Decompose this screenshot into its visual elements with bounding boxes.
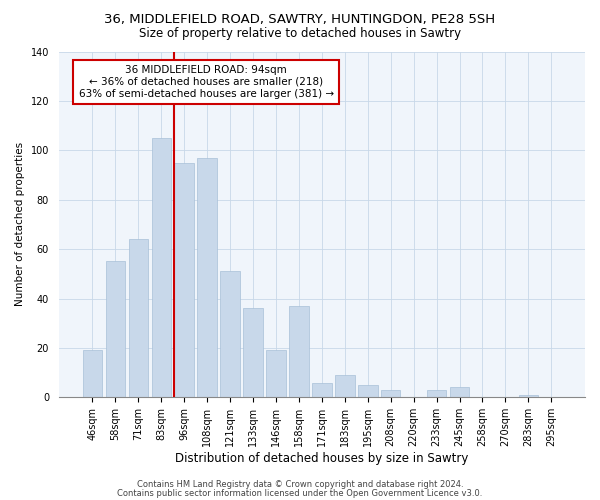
Bar — [335, 375, 355, 398]
Bar — [197, 158, 217, 398]
Bar — [266, 350, 286, 398]
Bar — [518, 395, 538, 398]
Y-axis label: Number of detached properties: Number of detached properties — [15, 142, 25, 306]
Bar — [450, 388, 469, 398]
Bar — [289, 306, 308, 398]
Text: Contains public sector information licensed under the Open Government Licence v3: Contains public sector information licen… — [118, 488, 482, 498]
Bar — [220, 272, 240, 398]
Text: 36 MIDDLEFIELD ROAD: 94sqm
← 36% of detached houses are smaller (218)
63% of sem: 36 MIDDLEFIELD ROAD: 94sqm ← 36% of deta… — [79, 66, 334, 98]
Bar — [244, 308, 263, 398]
Bar — [152, 138, 171, 398]
Bar — [128, 239, 148, 398]
Bar — [358, 385, 377, 398]
X-axis label: Distribution of detached houses by size in Sawtry: Distribution of detached houses by size … — [175, 452, 469, 465]
Bar — [312, 382, 332, 398]
Bar — [427, 390, 446, 398]
Text: 36, MIDDLEFIELD ROAD, SAWTRY, HUNTINGDON, PE28 5SH: 36, MIDDLEFIELD ROAD, SAWTRY, HUNTINGDON… — [104, 12, 496, 26]
Text: Size of property relative to detached houses in Sawtry: Size of property relative to detached ho… — [139, 28, 461, 40]
Bar — [381, 390, 400, 398]
Bar — [175, 162, 194, 398]
Bar — [106, 262, 125, 398]
Text: Contains HM Land Registry data © Crown copyright and database right 2024.: Contains HM Land Registry data © Crown c… — [137, 480, 463, 489]
Bar — [83, 350, 102, 398]
